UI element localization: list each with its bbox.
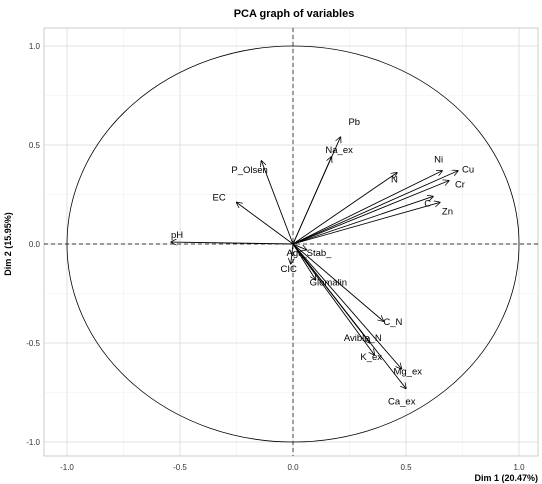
label-ph: pH [171, 230, 183, 241]
arrow-ph [171, 242, 294, 244]
label-c-n: C_N [383, 317, 402, 328]
arrow-na-ex [292, 157, 331, 245]
variable-arrows [171, 137, 458, 388]
arrow-glomalin [292, 243, 316, 280]
arrow-p-olsen [261, 161, 294, 245]
variable-labels: Pb Na_ex P_Olsen EC pH N Ni Cu Cr C Zn Agr_Stab_ CIC… [171, 117, 474, 407]
label-cr: Cr [455, 180, 465, 191]
label-k-ex: K_ex [360, 352, 382, 363]
arrow-cu [292, 171, 458, 245]
label-na-ex: Na_ex [325, 145, 353, 156]
label-cu: Cu [462, 165, 474, 176]
label-ec: EC [213, 192, 226, 203]
label-ni: Ni [434, 155, 443, 166]
y-tick-label: 0.0 [29, 240, 41, 249]
arrow-k-ex [292, 243, 374, 355]
arrow-cr [292, 181, 449, 245]
y-axis-label: Dim 2 (15.95%) [3, 212, 13, 276]
chart-title: PCA graph of variables [234, 8, 355, 20]
arrow-ec [237, 202, 294, 245]
arrow-zn [292, 202, 440, 245]
arrow-ca-ex [292, 243, 406, 389]
arrow-agr-stab [292, 243, 307, 250]
arrow-ni [292, 171, 442, 245]
arrow-mg-ex [292, 243, 401, 369]
label-agr-stab: Agr_Stab_ [287, 248, 333, 259]
label-zn: Zn [442, 206, 453, 217]
label-c: C [424, 198, 431, 209]
x-tick-label: 1.0 [513, 463, 525, 472]
label-pb: Pb [348, 117, 360, 128]
y-tick-label: 1.0 [29, 42, 41, 51]
arrow-c [292, 196, 433, 245]
y-tick-label: -1.0 [26, 438, 40, 447]
arrow-cic [291, 243, 293, 264]
y-tick-label: -0.5 [26, 339, 40, 348]
x-tick-label: 0.0 [287, 463, 299, 472]
x-axis-label: Dim 1 (20.47%) [474, 473, 538, 483]
x-tick-label: -1.0 [60, 463, 74, 472]
arrow-c-n [292, 243, 383, 321]
label-avible-n: Avible_N [344, 333, 382, 344]
label-mg-ex: Mg_ex [393, 367, 422, 378]
x-tick-label: 0.5 [400, 463, 412, 472]
y-tick-label: 0.5 [29, 141, 41, 150]
label-p-olsen: P_Olsen [231, 165, 267, 176]
label-cic: CIC [281, 264, 298, 275]
label-glomalin: Glomalin [310, 278, 348, 289]
x-tick-label: -0.5 [173, 463, 187, 472]
arrow-n [292, 173, 397, 245]
tick-labels: -1.0 -0.5 0.0 0.5 1.0 -1.0 -0.5 0.0 0.5 1.0 [26, 42, 525, 472]
label-ca-ex: Ca_ex [388, 397, 416, 408]
label-n: N [391, 175, 398, 186]
